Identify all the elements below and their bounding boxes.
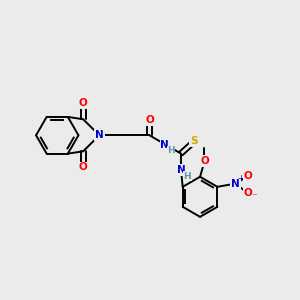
Text: N: N [176, 165, 185, 175]
Text: ⁻: ⁻ [252, 193, 257, 203]
Text: methyl: methyl [205, 140, 209, 142]
Text: O: O [145, 115, 154, 125]
Text: +: + [238, 174, 244, 183]
Text: N: N [95, 130, 104, 140]
Text: N: N [231, 179, 240, 189]
Text: O: O [200, 156, 209, 166]
Text: O: O [244, 188, 252, 198]
Text: H: H [167, 146, 175, 155]
Text: O: O [79, 98, 88, 108]
Text: O: O [79, 163, 88, 172]
Text: N: N [160, 140, 169, 150]
Text: S: S [190, 136, 198, 146]
Text: H: H [184, 172, 191, 181]
Text: O: O [244, 171, 252, 181]
